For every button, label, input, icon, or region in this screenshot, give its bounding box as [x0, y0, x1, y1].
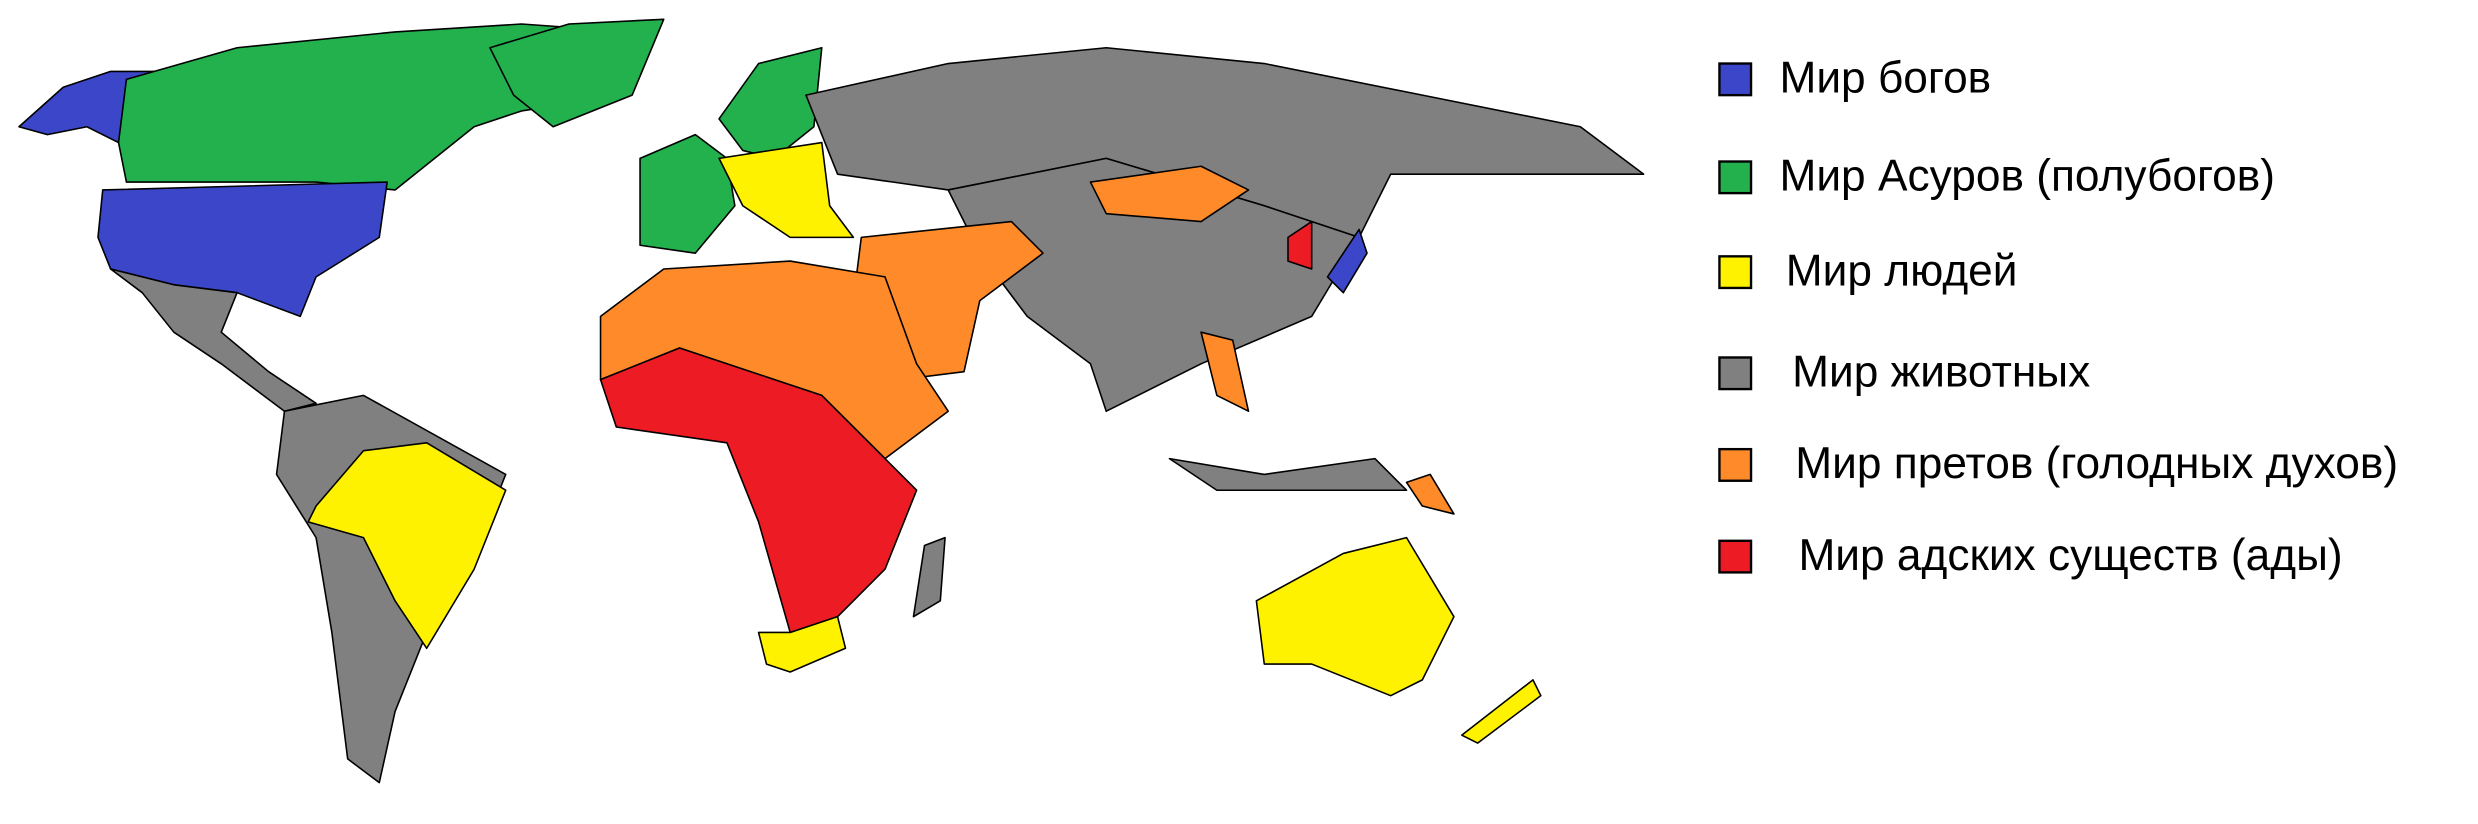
- region: [912, 536, 946, 618]
- legend-label: Мир людей: [1786, 246, 2018, 295]
- legend-label: Мир претов (голодных духов): [1795, 439, 2398, 488]
- legend-swatch: [1718, 255, 1753, 290]
- region: [1326, 228, 1368, 294]
- region: [1255, 536, 1455, 697]
- region: [97, 181, 388, 318]
- region: [1405, 473, 1455, 515]
- region: [1287, 220, 1313, 270]
- legend-label: Мир богов: [1779, 54, 1991, 103]
- legend-label: Мир животных: [1792, 348, 2090, 397]
- region: [1168, 457, 1408, 492]
- region: [639, 133, 736, 254]
- legend-swatch: [1718, 447, 1753, 482]
- region: [718, 141, 855, 239]
- legend: Мир богов Мир Асуров (полубогов) Мир людей…: [1718, 54, 2398, 580]
- region: [1461, 679, 1542, 744]
- legend-swatch: [1718, 356, 1753, 391]
- region: [718, 46, 823, 160]
- legend-swatch: [1718, 539, 1753, 574]
- region: [489, 18, 665, 128]
- legend-label: Мир адских существ (ады): [1798, 531, 2342, 580]
- world-map: [18, 18, 1645, 784]
- region: [109, 268, 317, 412]
- legend-swatch: [1718, 62, 1753, 97]
- region: [1200, 331, 1250, 412]
- region: [599, 347, 918, 634]
- legend-label: Мир Асуров (полубогов): [1779, 152, 2275, 201]
- region: [757, 615, 847, 673]
- region: [1089, 165, 1250, 223]
- region: [307, 442, 507, 650]
- legend-swatch: [1718, 160, 1753, 195]
